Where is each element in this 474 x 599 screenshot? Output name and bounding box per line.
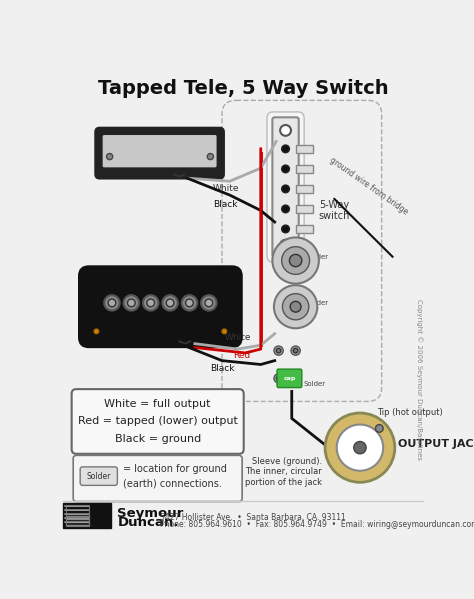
Circle shape [290,255,302,267]
Circle shape [201,295,217,310]
Circle shape [293,348,298,353]
Circle shape [128,299,135,307]
Circle shape [375,425,383,432]
Bar [296,165,313,173]
Text: Sleeve (ground).
The inner, circular
portion of the jack: Sleeve (ground). The inner, circular por… [245,457,322,486]
Text: Red: Red [233,352,250,361]
Circle shape [276,376,281,380]
Circle shape [162,295,178,310]
FancyBboxPatch shape [103,135,217,167]
Text: Tapped Tele, 5 Way Switch: Tapped Tele, 5 Way Switch [98,79,388,98]
Text: 5427 Hollister Ave.  •  Santa Barbara, CA. 93111: 5427 Hollister Ave. • Santa Barbara, CA.… [160,513,346,522]
Circle shape [143,295,158,310]
Circle shape [147,299,155,307]
Circle shape [273,237,319,284]
Text: Solder: Solder [307,254,328,260]
Circle shape [282,145,290,153]
Circle shape [293,376,298,380]
FancyBboxPatch shape [80,267,241,347]
Circle shape [280,125,291,136]
Text: Copyright © 2006 Seymour Duncan/Basslines: Copyright © 2006 Seymour Duncan/Bassline… [416,300,423,461]
FancyBboxPatch shape [267,112,304,262]
Text: White: White [224,333,251,342]
Bar [296,145,313,153]
Text: Black: Black [214,199,238,208]
Circle shape [283,294,309,320]
Circle shape [108,299,116,307]
Text: ground wire from bridge: ground wire from bridge [328,156,410,216]
Circle shape [276,348,281,353]
Circle shape [291,346,300,355]
Text: 5-Way
switch: 5-Way switch [319,199,350,221]
Circle shape [94,329,99,334]
Text: Black: Black [210,364,234,373]
FancyBboxPatch shape [73,455,242,501]
Text: OUTPUT JACK: OUTPUT JACK [398,439,474,449]
FancyBboxPatch shape [96,128,224,178]
Text: Phone: 805.964.9610  •  Fax: 805.964.9749  •  Email: wiring@seymourduncan.com: Phone: 805.964.9610 • Fax: 805.964.9749 … [160,520,474,529]
Circle shape [104,295,120,310]
Text: White = full output
Red = tapped (lower) output
Black = ground: White = full output Red = tapped (lower)… [78,400,237,444]
Circle shape [107,153,113,160]
Text: White: White [213,184,239,193]
Circle shape [280,240,291,250]
Text: Solder: Solder [87,471,111,480]
Text: = location for ground
(earth) connections.: = location for ground (earth) connection… [123,464,227,488]
Circle shape [207,153,213,160]
Text: Solder: Solder [307,300,328,306]
Bar [63,503,111,528]
Circle shape [282,165,290,173]
Bar [66,506,90,526]
Circle shape [291,374,300,383]
Circle shape [325,413,395,482]
Text: Seymour: Seymour [118,507,184,520]
Bar [296,205,313,213]
FancyBboxPatch shape [273,117,299,257]
Circle shape [182,295,197,310]
Circle shape [354,441,366,454]
Text: Tip (hot output): Tip (hot output) [377,408,443,417]
Circle shape [274,346,283,355]
Text: Solder: Solder [303,381,326,387]
Circle shape [274,374,283,383]
Circle shape [274,285,317,328]
Bar [296,185,313,193]
Circle shape [282,225,290,233]
FancyBboxPatch shape [277,369,302,388]
Circle shape [337,425,383,471]
Circle shape [205,299,213,307]
FancyBboxPatch shape [80,467,118,485]
Circle shape [282,205,290,213]
Circle shape [186,299,193,307]
Circle shape [290,301,301,312]
FancyBboxPatch shape [72,389,244,454]
Bar [296,225,313,233]
Circle shape [282,247,310,274]
Circle shape [166,299,174,307]
Circle shape [282,185,290,193]
Text: Duncan.: Duncan. [118,516,179,529]
Text: cap: cap [283,376,296,381]
Circle shape [222,329,227,334]
Circle shape [124,295,139,310]
